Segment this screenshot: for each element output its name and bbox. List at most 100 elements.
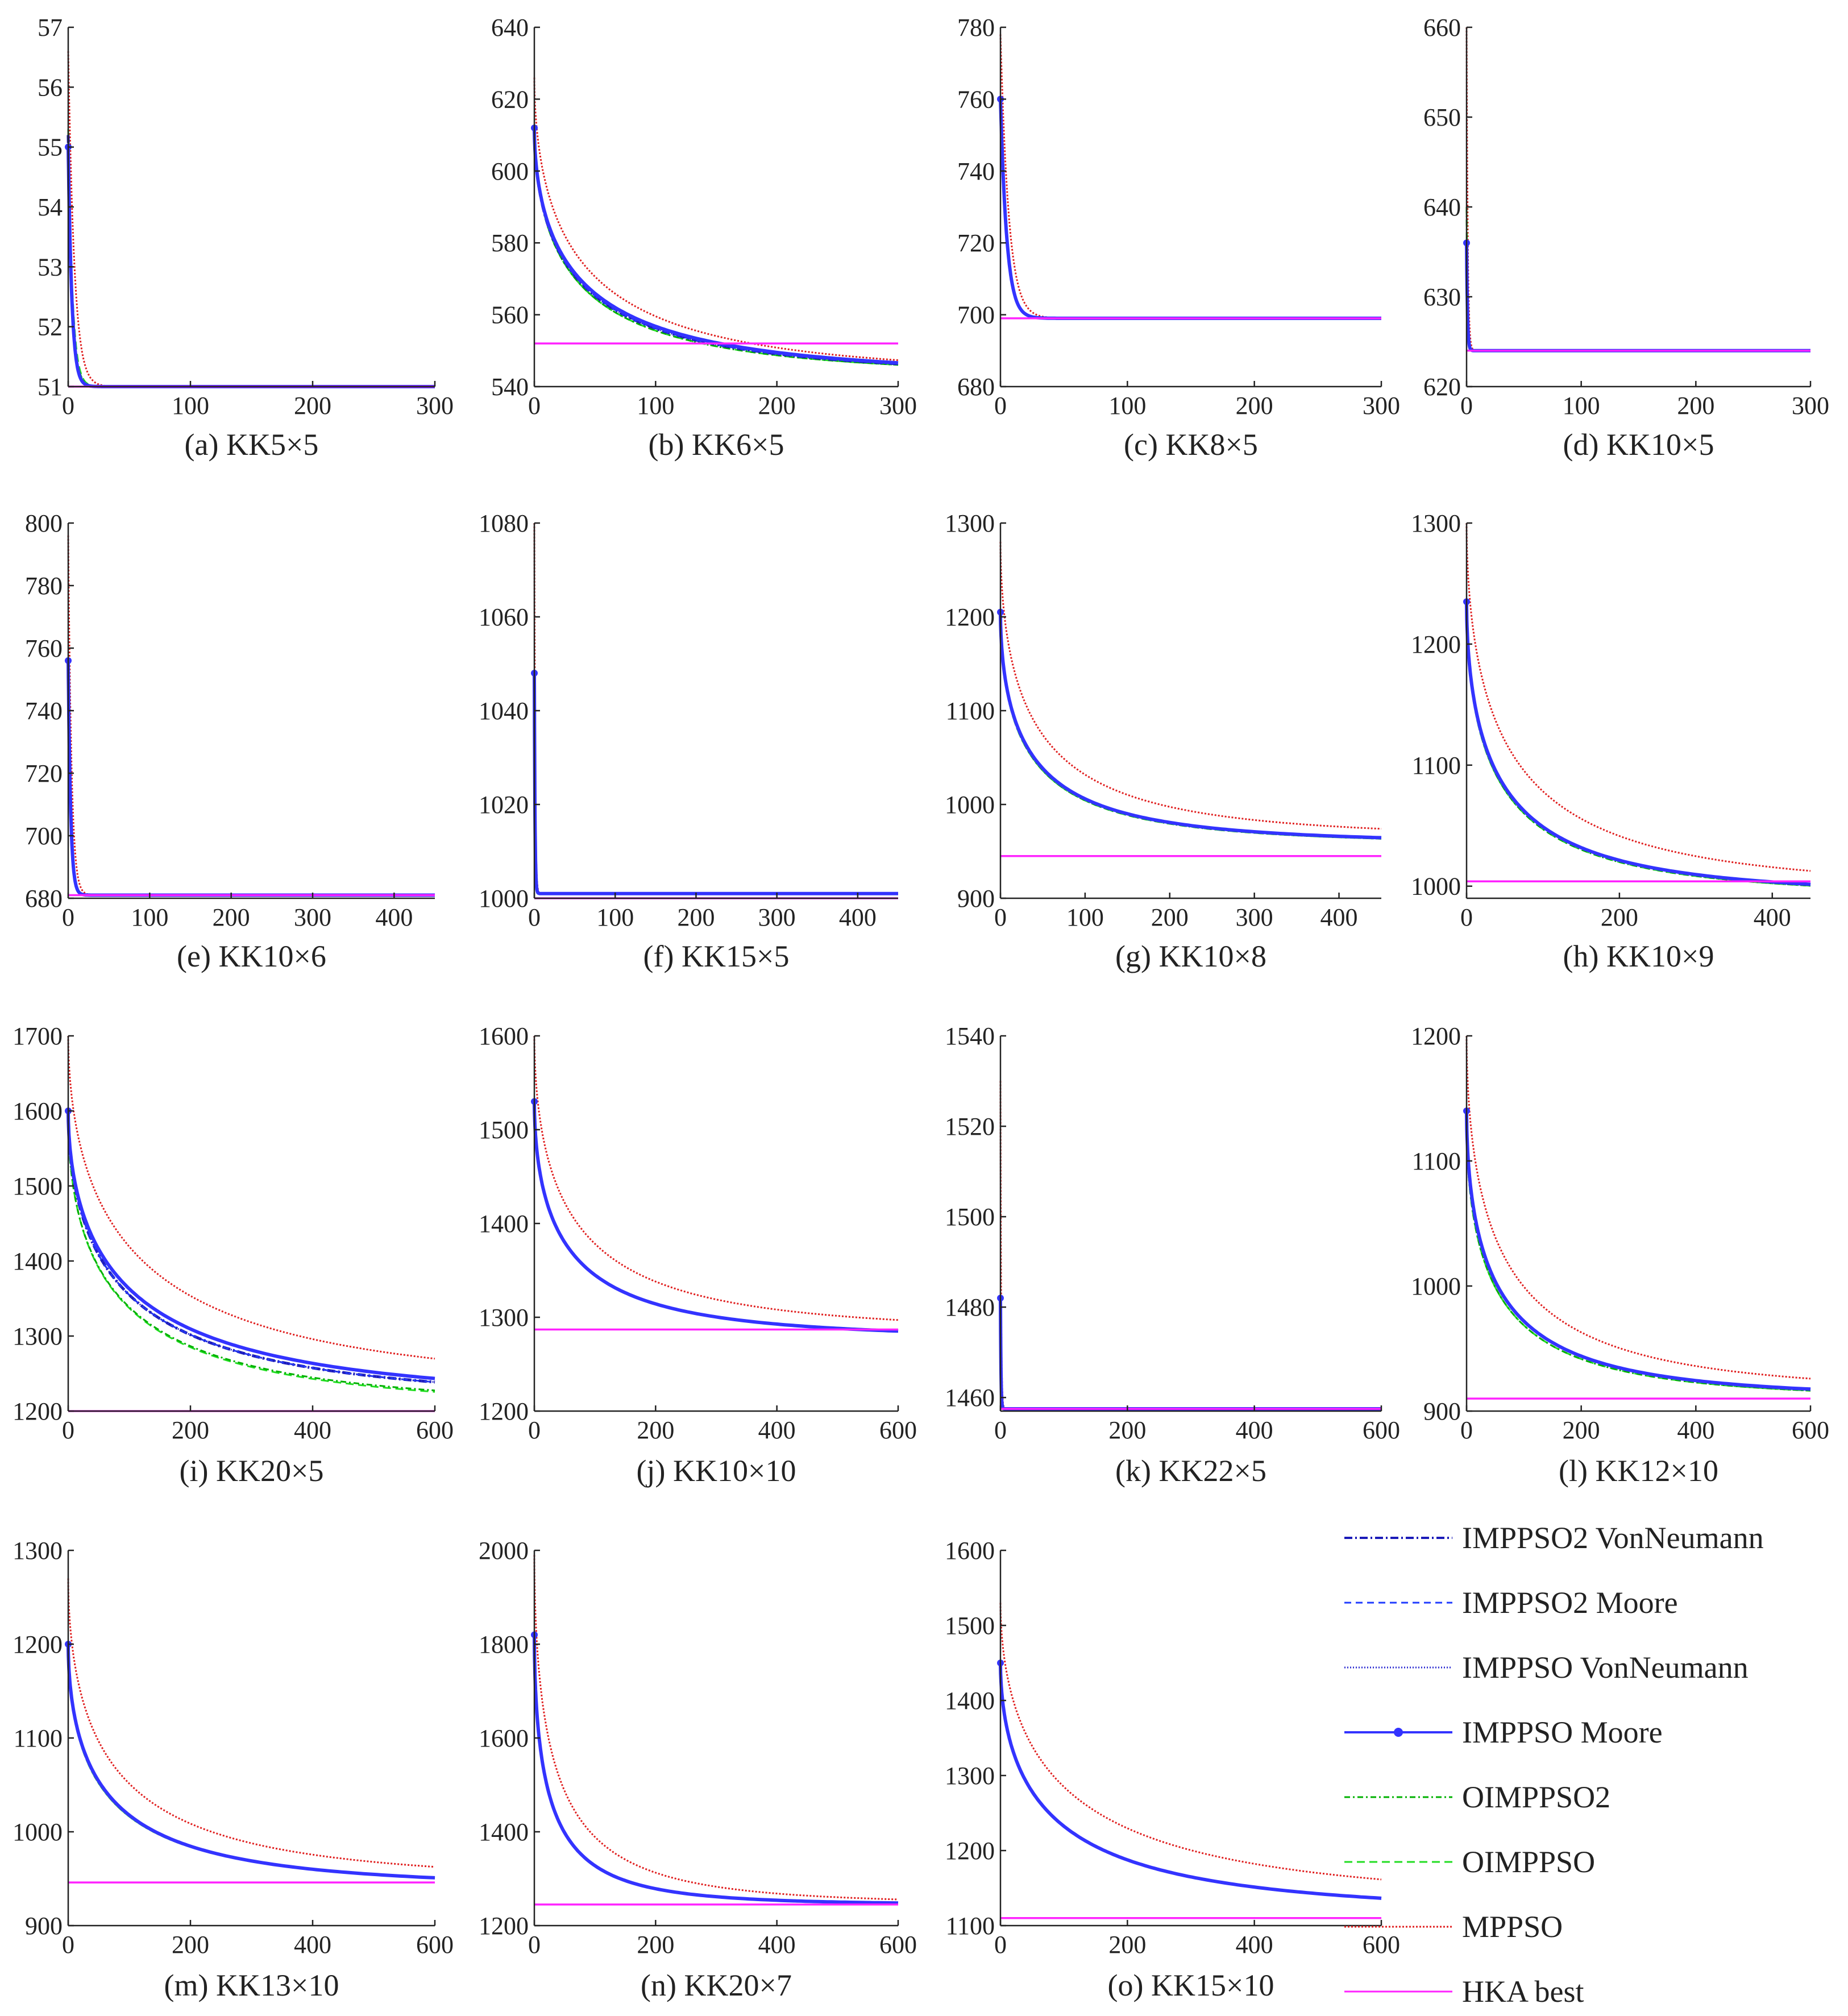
series-imppso-vonneumann	[1465, 1111, 1811, 1390]
series-oimppso2	[533, 1106, 899, 1331]
legend-label: OIMPPSO2	[1462, 1780, 1610, 1814]
y-tick-label: 1200	[1411, 1022, 1461, 1050]
series-mppso	[999, 1081, 1381, 1410]
series-imppso2-vonneumann	[999, 99, 1381, 320]
series-oimppso	[533, 1639, 899, 1904]
subplot-14: 1200 1400 1600 1800 2000 0 200 400 600 (n) KK20×7	[479, 1537, 917, 2002]
series-mppso	[999, 34, 1381, 320]
series-imppso-moore	[1465, 602, 1811, 886]
subplot-caption: (b) KK6×5	[649, 428, 784, 462]
x-tick-label: 200	[637, 1416, 674, 1444]
y-tick-label: 1460	[945, 1384, 995, 1412]
series-imppso2-vonneumann	[533, 1101, 899, 1333]
x-tick-label: 600	[416, 1416, 454, 1444]
y-tick-label: 1200	[945, 1837, 995, 1865]
series-imppso-moore	[67, 147, 435, 388]
y-tick-label: 1080	[479, 509, 529, 537]
y-tick-label: 720	[957, 229, 995, 257]
legend-item: IMPPSO Moore	[1344, 1715, 1663, 1749]
x-tick-label: 400	[294, 1931, 331, 1959]
y-tick-label: 680	[25, 885, 63, 912]
y-tick-label: 1300	[13, 1537, 63, 1565]
series-imppso-moore	[999, 1298, 1381, 1411]
subplot-caption: (h) KK10×9	[1563, 939, 1714, 973]
series-oimppso	[999, 617, 1382, 840]
subplot-12: 900 1000 1100 1200 0 200 400 600 (l) KK12×10	[1411, 1022, 1829, 1488]
x-tick-label: 400	[839, 903, 877, 931]
x-tick-label: 600	[1363, 1931, 1400, 1959]
y-tick-label: 1000	[1411, 1272, 1461, 1300]
y-tick-label: 760	[25, 634, 63, 662]
subplot-caption: (f) KK15×5	[643, 939, 790, 973]
series-imppso2-vonneumann	[1465, 1111, 1811, 1391]
legend-item: IMPPSO2 VonNeumann	[1344, 1521, 1764, 1555]
x-tick-label: 200	[637, 1931, 674, 1959]
y-tick-label: 580	[491, 229, 529, 257]
y-tick-label: 1500	[479, 1116, 529, 1144]
y-tick-label: 1200	[13, 1631, 63, 1658]
y-tick-label: 1300	[13, 1322, 63, 1350]
series-imppso2-moore	[999, 612, 1382, 839]
subplot-4: 620 630 640 650 660 0 100 200 300 (d) KK10×5	[1423, 14, 1829, 462]
y-tick-label: 53	[38, 253, 63, 281]
legend-label: MPPSO	[1462, 1910, 1563, 1944]
series-oimppso2	[1465, 207, 1810, 352]
legend-label: OIMPPSO	[1462, 1845, 1595, 1879]
x-tick-label: 200	[172, 1416, 209, 1444]
x-tick-label: 0	[528, 1416, 541, 1444]
series-imppso-vonneumann	[67, 661, 435, 896]
series-oimppso	[999, 106, 1381, 320]
y-tick-label: 1040	[479, 697, 529, 725]
x-tick-label: 0	[62, 1931, 74, 1959]
x-tick-label: 0	[528, 392, 541, 420]
y-tick-label: 1060	[479, 603, 529, 631]
y-tick-label: 52	[38, 313, 63, 341]
series-mppso	[999, 1603, 1382, 1881]
x-tick-label: 600	[1363, 1416, 1400, 1444]
x-tick-label: 200	[172, 1931, 209, 1959]
series-oimppso	[67, 129, 435, 388]
y-tick-label: 2000	[479, 1537, 529, 1565]
y-tick-label: 700	[957, 301, 995, 329]
series-oimppso	[533, 128, 899, 366]
x-tick-label: 300	[294, 903, 331, 931]
y-tick-label: 1100	[1412, 1147, 1461, 1175]
series-oimppso	[533, 687, 898, 895]
y-tick-label: 1200	[1411, 630, 1461, 658]
x-tick-label: 0	[1460, 903, 1473, 931]
x-tick-label: 600	[879, 1416, 917, 1444]
y-tick-label: 1600	[479, 1724, 529, 1752]
subplot-caption: (n) KK20×7	[641, 1968, 792, 2002]
y-tick-label: 660	[1423, 14, 1461, 42]
series-oimppso2	[67, 1118, 435, 1392]
y-tick-label: 1200	[479, 1397, 529, 1425]
y-tick-label: 55	[38, 134, 63, 161]
x-tick-label: 200	[213, 903, 250, 931]
x-tick-label: 200	[758, 392, 796, 420]
series-mppso	[67, 536, 435, 896]
series-oimppso	[1465, 207, 1810, 352]
series-imppso2-vonneumann	[999, 612, 1382, 839]
x-tick-label: 0	[62, 1416, 74, 1444]
series-mppso	[533, 523, 898, 895]
series-imppso2-vonneumann	[999, 1298, 1381, 1411]
x-tick-label: 400	[1236, 1931, 1273, 1959]
series-imppso-vonneumann	[533, 673, 898, 895]
series-oimppso2	[999, 617, 1382, 840]
series-oimppso	[999, 1307, 1381, 1410]
x-tick-label: 200	[294, 392, 331, 420]
series-imppso-moore	[67, 1644, 435, 1880]
series-imppso-moore	[533, 1101, 899, 1333]
subplot-caption: (i) KK20×5	[180, 1454, 324, 1488]
y-tick-label: 1600	[945, 1537, 995, 1565]
x-tick-label: 100	[172, 392, 209, 420]
series-imppso2-moore	[67, 147, 435, 388]
x-tick-label: 100	[1066, 903, 1104, 931]
y-tick-label: 1000	[1411, 873, 1461, 901]
legend-label: IMPPSO VonNeumann	[1462, 1650, 1749, 1685]
x-tick-label: 200	[677, 903, 715, 931]
series-oimppso2	[67, 679, 435, 896]
series-imppso-moore	[999, 1663, 1382, 1900]
y-tick-label: 1200	[13, 1397, 63, 1425]
y-tick-label: 1540	[945, 1022, 995, 1050]
